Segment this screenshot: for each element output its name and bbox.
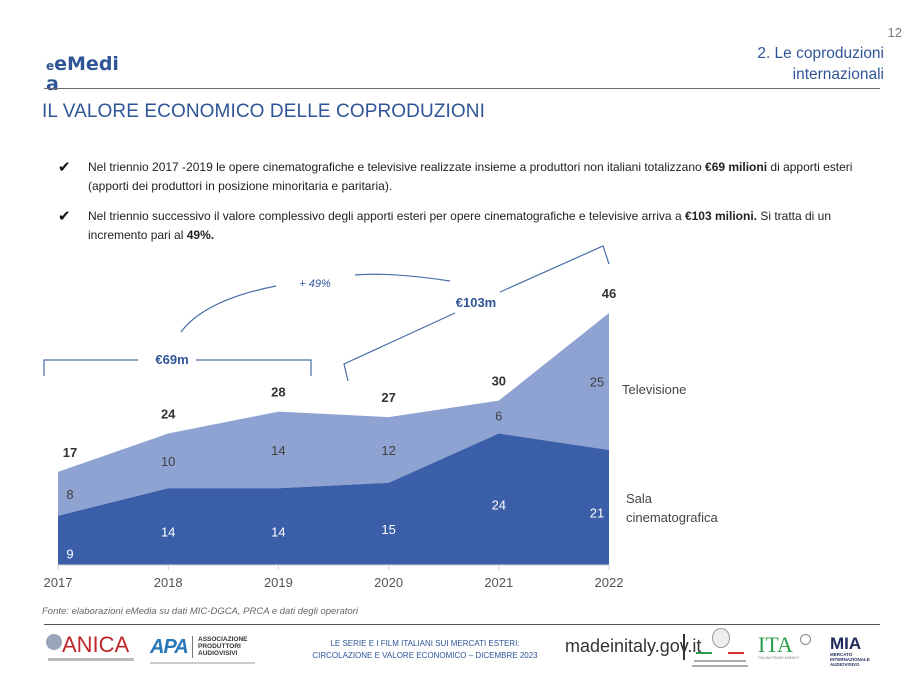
anica-emblem-icon — [46, 634, 62, 650]
apa-line: ASSOCIAZIONE — [198, 636, 248, 643]
emblem-icon — [712, 628, 730, 648]
bullet-text-part: Nel triennio successivo il valore comple… — [88, 209, 685, 223]
data-label-sala: 21 — [590, 505, 604, 520]
data-label-sala: 15 — [381, 522, 395, 537]
bullet-text-part: di apporti esteri (apporti dei produttor… — [88, 160, 853, 193]
page-number: 12 — [887, 25, 902, 40]
bullet-text-part: Si tratta di un incremento pari al — [88, 209, 832, 242]
data-label-total: 24 — [161, 407, 176, 422]
mia-line: MERCATO — [830, 652, 853, 657]
apa-tagline — [150, 662, 255, 664]
x-tick-label: 2021 — [484, 575, 513, 590]
ministry-logo — [690, 628, 750, 676]
logo-e: e — [46, 59, 55, 73]
section-title-line1: 2. Le coproduzioni — [757, 45, 884, 62]
report-title-line2: CIRCOLAZIONE E VALORE ECONOMICO – DICEMB… — [312, 651, 538, 660]
data-label-sala: 14 — [161, 525, 175, 540]
apa-line: AUDIOVISIVI — [198, 650, 238, 657]
area-televisione — [58, 313, 609, 516]
x-tick-label: 2017 — [44, 575, 73, 590]
anica-subtext — [48, 658, 134, 661]
data-label-total: 27 — [381, 390, 395, 405]
bullet-text-part: Nel triennio 2017 -2019 le opere cinemat… — [88, 160, 706, 174]
anica-logo: ANICA — [46, 632, 136, 668]
mia-logo: MIA MERCATO INTERNAZIONALE AUDIOVISIVO — [830, 634, 890, 670]
growth-arc — [354, 273, 451, 282]
x-tick-label: 2020 — [374, 575, 403, 590]
section-title: 2. Le coproduzioni internazionali — [757, 43, 884, 85]
mia-text: MERCATO INTERNAZIONALE AUDIOVISIVO — [830, 652, 870, 667]
data-label-televisione: 14 — [271, 443, 285, 458]
apa-line: PRODUTTORI — [198, 643, 241, 650]
ita-subtext: ITALIAN TRADE AGENCY — [758, 656, 800, 660]
data-label-televisione: 8 — [66, 487, 73, 502]
header-divider — [44, 88, 880, 89]
footer-separator — [683, 634, 685, 660]
data-label-total: 28 — [271, 385, 285, 400]
checkmark-icon: ✔ — [58, 159, 71, 176]
bullet-highlight: €69 milioni — [705, 160, 768, 174]
logo-main: eMedi — [54, 53, 119, 75]
mia-wordmark: MIA — [830, 634, 862, 653]
x-tick-label: 2022 — [595, 575, 624, 590]
data-label-sala: 14 — [271, 525, 285, 540]
data-label-total: 30 — [492, 374, 506, 389]
report-title-line1: LE SERIE E I FILM ITALIANI SUI MERCATI E… — [330, 639, 520, 648]
x-tick-label: 2019 — [264, 575, 293, 590]
data-label-sala: 24 — [492, 497, 506, 512]
apa-separator — [192, 636, 193, 658]
bracket-2017-2019 — [43, 359, 312, 376]
report-title: LE SERIE E I FILM ITALIANI SUI MERCATI E… — [300, 638, 550, 662]
madeinitaly-link[interactable]: madeinitaly.gov.it — [565, 636, 702, 656]
section-title-line2: internazionali — [792, 66, 884, 83]
source-note: Fonte: elaborazioni eMedia su dati MIC-D… — [42, 606, 358, 617]
page-title: IL VALORE ECONOMICO DELLE COPRODUZIONI — [42, 101, 485, 122]
footer-divider — [44, 624, 880, 625]
x-tick-label: 2018 — [154, 575, 183, 590]
data-label-total: 46 — [602, 286, 616, 301]
bullet-text: Nel triennio successivo il valore comple… — [88, 207, 888, 245]
anica-wordmark: ANICA — [62, 632, 130, 657]
bracket-label-103m: €103m — [456, 295, 496, 310]
bullet-highlight: 49%. — [186, 228, 215, 242]
area-sala-cinematografica — [58, 433, 609, 565]
ita-mark-icon — [800, 634, 811, 645]
bullet-text: Nel triennio 2017 -2019 le opere cinemat… — [88, 158, 888, 196]
bracket-2020-2022 — [343, 245, 610, 382]
apa-text: ASSOCIAZIONE PRODUTTORI AUDIOVISIVI — [198, 636, 247, 657]
apa-mark: APA — [150, 636, 189, 658]
flag-red-icon — [728, 652, 744, 654]
mia-line: AUDIOVISIVO — [830, 662, 860, 667]
stacked-area-chart: 2017 2018 2019 2020 2021 2022 9 14 14 15 24 21 8 10 14… — [43, 245, 719, 590]
ita-logo: ITA ITALIAN TRADE AGENCY — [758, 632, 814, 666]
bracket-label-69m: €69m — [155, 352, 188, 367]
data-label-televisione: 25 — [590, 374, 604, 389]
growth-arc — [180, 285, 277, 333]
legend-sala-line1: Sala — [626, 491, 653, 506]
mia-line: INTERNAZIONALE — [830, 657, 870, 662]
checkmark-icon: ✔ — [58, 208, 71, 225]
data-label-total: 17 — [63, 445, 77, 460]
legend-sala-line2: cinematografica — [626, 510, 719, 525]
data-label-televisione: 12 — [381, 443, 395, 458]
bullet-highlight: €103 milioni. — [684, 209, 757, 223]
growth-label: + 49% — [299, 278, 331, 290]
ita-wordmark: ITA — [758, 632, 793, 657]
ministry-text — [694, 660, 746, 662]
apa-logo: APA ASSOCIAZIONE PRODUTTORI AUDIOVISIVI — [150, 636, 260, 666]
legend-televisione: Televisione — [622, 382, 686, 397]
data-label-televisione: 6 — [495, 409, 502, 424]
flag-green-icon — [696, 652, 712, 654]
ministry-text — [692, 665, 748, 667]
data-label-sala: 9 — [66, 546, 73, 561]
data-label-televisione: 10 — [161, 454, 175, 469]
